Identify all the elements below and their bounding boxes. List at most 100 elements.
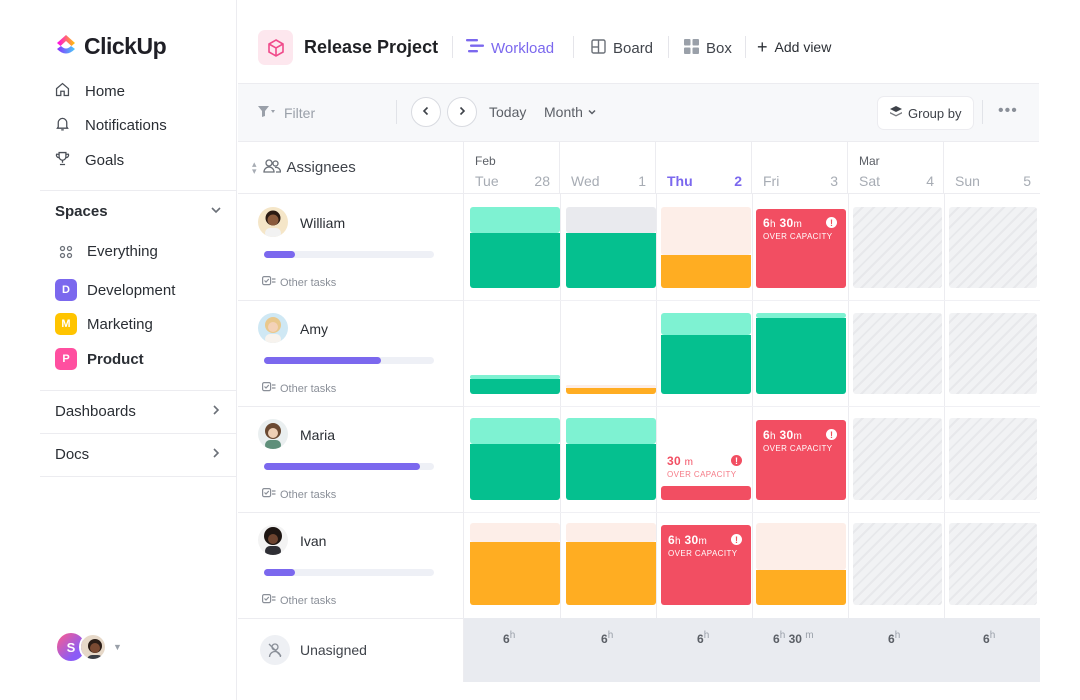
previous-button[interactable] xyxy=(411,97,441,127)
next-button[interactable] xyxy=(447,97,477,127)
workload-progress xyxy=(264,569,434,576)
task-block[interactable] xyxy=(661,335,751,394)
trophy-icon xyxy=(54,150,71,171)
range-select[interactable]: Month xyxy=(544,104,597,120)
people-icon xyxy=(262,158,281,177)
assignee-name: William xyxy=(300,215,346,231)
clickup-logo-icon xyxy=(54,32,78,61)
filter-button[interactable]: Filter xyxy=(258,105,315,121)
day-number: 3 xyxy=(830,173,838,189)
day-header-today: Thu 2 xyxy=(656,142,752,194)
user-menu[interactable]: S ▼ xyxy=(55,631,122,663)
workload-progress-fill xyxy=(264,463,421,470)
nav-item-notifications[interactable]: Notifications xyxy=(54,115,167,136)
grid-line xyxy=(464,300,1040,301)
spaces-title: Spaces xyxy=(55,203,108,220)
tab-workload[interactable]: Workload xyxy=(466,39,554,57)
divider xyxy=(573,36,574,58)
task-block-planned[interactable] xyxy=(661,313,751,335)
day-name: Tue xyxy=(475,173,499,189)
task-block[interactable] xyxy=(566,233,656,288)
task-block[interactable] xyxy=(470,233,560,288)
divider xyxy=(396,100,397,124)
task-block-planned[interactable] xyxy=(566,418,656,444)
weekend-cell xyxy=(949,523,1037,605)
today-button[interactable]: Today xyxy=(489,104,527,120)
over-capacity-time: 30 m xyxy=(667,454,694,468)
tab-board[interactable]: Board xyxy=(591,39,653,58)
task-block[interactable] xyxy=(756,570,846,605)
month-label: Mar xyxy=(859,154,880,168)
task-block[interactable] xyxy=(661,255,751,288)
other-tasks-link[interactable]: Other tasks xyxy=(262,488,336,501)
box-grid-icon xyxy=(684,39,699,58)
space-product[interactable]: P Product xyxy=(55,348,144,370)
task-block-empty xyxy=(566,385,656,388)
other-tasks-label: Other tasks xyxy=(280,488,337,501)
day-number: 1 xyxy=(638,173,646,189)
grid-line xyxy=(464,512,1040,513)
over-capacity-label: 30 m OVER CAPACITY xyxy=(667,454,737,479)
task-block-planned[interactable] xyxy=(470,375,560,379)
space-badge-icon: P xyxy=(55,348,77,370)
brand-logo[interactable]: ClickUp xyxy=(54,32,167,61)
checklist-icon xyxy=(262,594,276,607)
day-number: 2 xyxy=(734,173,742,189)
nav-docs[interactable]: Docs xyxy=(55,446,222,463)
task-block-planned[interactable] xyxy=(470,418,560,444)
space-development[interactable]: D Development xyxy=(55,279,175,301)
chevron-right-icon xyxy=(210,446,222,463)
task-block[interactable] xyxy=(470,444,560,500)
weekend-cell xyxy=(853,523,942,605)
group-by-button[interactable]: Group by xyxy=(878,97,974,129)
other-tasks-link[interactable]: Other tasks xyxy=(262,594,336,607)
task-block[interactable] xyxy=(566,388,656,394)
nav-item-goals[interactable]: Goals xyxy=(54,150,124,171)
assignee-row-amy[interactable]: Amy Other tasks xyxy=(238,301,463,407)
toolbar: Filter Today Month Group by ••• xyxy=(238,84,1039,142)
alert-icon: ! xyxy=(826,217,837,228)
spaces-header[interactable]: Spaces xyxy=(55,203,222,220)
divider xyxy=(40,476,237,477)
assignee-row-ivan[interactable]: Ivan Other tasks xyxy=(238,513,463,619)
assignees-title: Assignees xyxy=(286,159,356,176)
day-name: Sun xyxy=(955,173,980,189)
workload-progress xyxy=(264,463,434,470)
task-block-planned[interactable] xyxy=(756,313,846,318)
capacity-value: 6h xyxy=(983,630,996,646)
tab-box[interactable]: Box xyxy=(684,39,732,58)
chevron-right-icon xyxy=(457,103,467,121)
space-badge-icon: M xyxy=(55,313,77,335)
task-block[interactable] xyxy=(566,542,656,605)
other-tasks-link[interactable]: Other tasks xyxy=(262,276,336,289)
task-block[interactable] xyxy=(470,542,560,605)
over-capacity-text: OVER CAPACITY xyxy=(763,232,833,241)
assignee-row-william[interactable]: William Other tasks xyxy=(238,195,463,301)
capacity-value: 6h xyxy=(503,630,516,646)
task-block[interactable] xyxy=(756,318,846,394)
avatar xyxy=(258,207,288,237)
nav-dashboards[interactable]: Dashboards xyxy=(55,403,222,420)
task-block[interactable] xyxy=(566,444,656,500)
nav-item-home[interactable]: Home xyxy=(54,81,125,102)
more-options-icon[interactable]: ••• xyxy=(998,102,1018,119)
avatar xyxy=(258,419,288,449)
alert-icon: ! xyxy=(731,455,742,466)
chevron-left-icon xyxy=(421,103,431,121)
weekend-cell xyxy=(949,313,1037,394)
task-block-planned[interactable] xyxy=(470,207,560,233)
add-view-button[interactable]: + Add view xyxy=(757,38,831,56)
over-capacity-block[interactable] xyxy=(661,486,751,500)
sort-icon: ▴ ▾ xyxy=(252,158,257,176)
space-marketing[interactable]: M Marketing xyxy=(55,313,153,335)
divider xyxy=(452,36,453,58)
space-everything[interactable]: Everything xyxy=(55,243,158,260)
assignee-row-maria[interactable]: Maria Other tasks xyxy=(238,407,463,513)
other-tasks-link[interactable]: Other tasks xyxy=(262,382,336,395)
workload-progress xyxy=(264,357,434,364)
checklist-icon xyxy=(262,276,276,289)
assignees-header[interactable]: ▴ ▾ Assignees xyxy=(238,142,463,194)
task-block[interactable] xyxy=(470,379,560,394)
unassigned-row[interactable]: Unasigned xyxy=(238,618,463,682)
